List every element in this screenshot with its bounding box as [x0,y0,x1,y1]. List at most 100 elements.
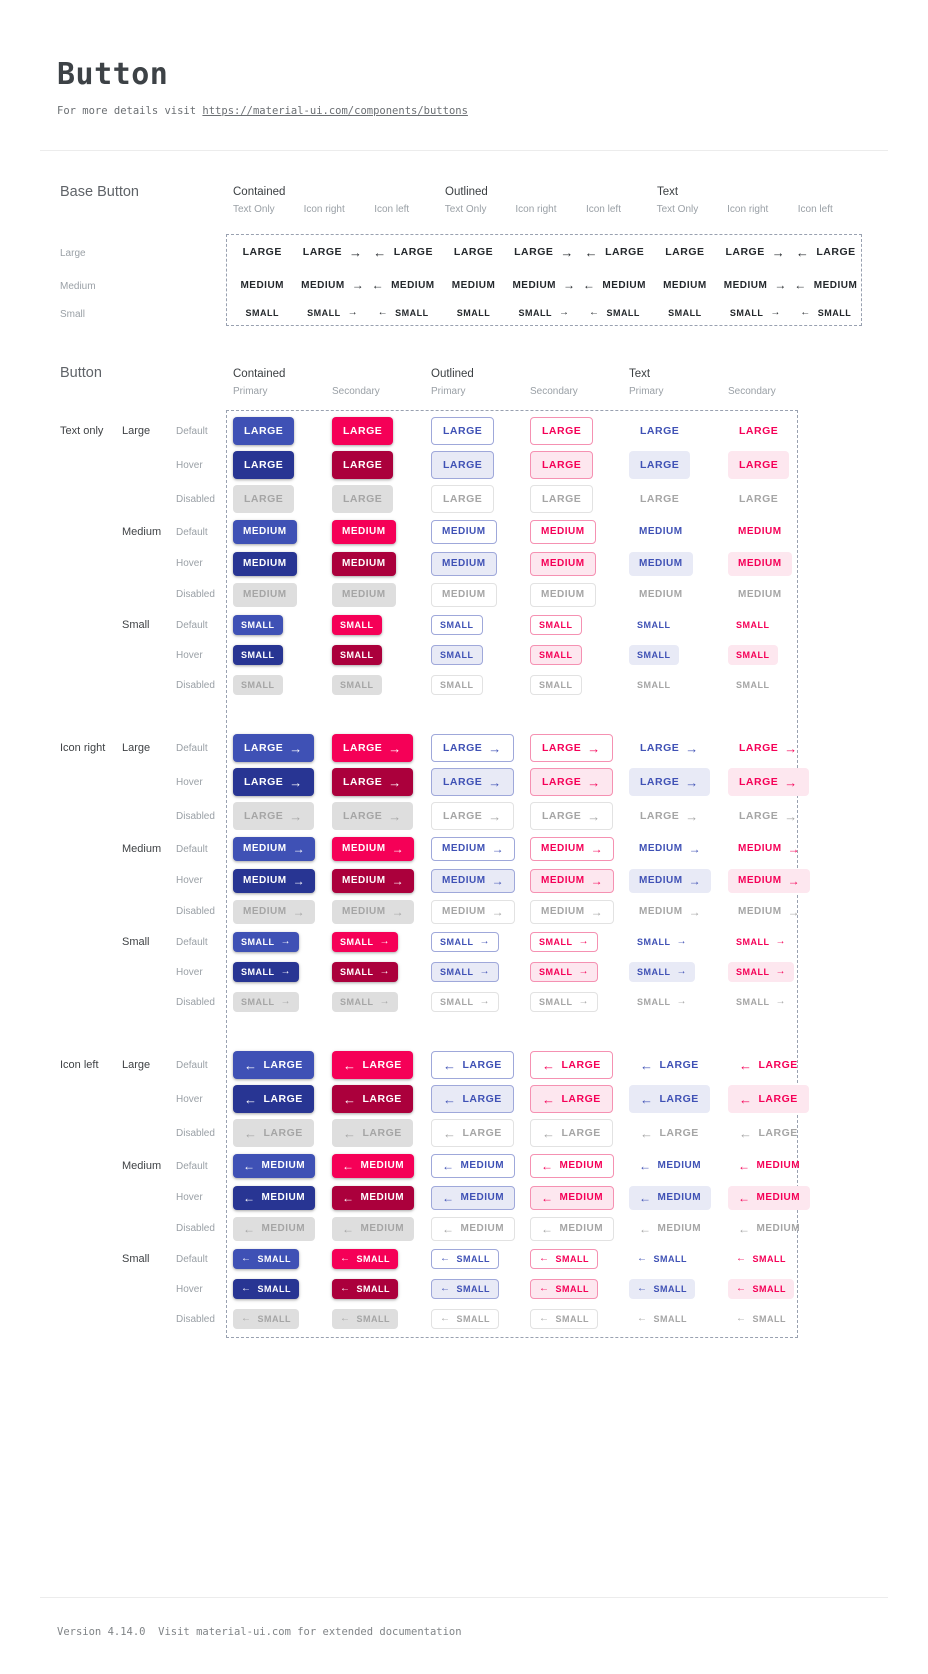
base-button-contained-text-only-medium[interactable]: MEDIUM [240,279,284,291]
base-button-contained-text-only-small[interactable]: SMALL [245,308,279,318]
base-button-contained-icon-right-medium[interactable]: MEDIUM → [301,278,365,292]
button-outlined-secondary-icon-left-medium-default[interactable]: ← MEDIUM [530,1154,615,1178]
button-contained-primary-icon-right-large-hover[interactable]: LARGE → [233,768,314,796]
button-outlined-secondary-icon-left-small-default[interactable]: ← SMALL [530,1249,598,1269]
button-text-secondary-icon-left-medium-disabled[interactable]: ← MEDIUM [728,1217,810,1241]
button-outlined-primary-icon-left-small-hover[interactable]: ← SMALL [431,1279,499,1299]
button-outlined-secondary-icon-right-medium-default[interactable]: MEDIUM → [530,837,615,861]
button-text-primary-icon-left-large-hover[interactable]: ← LARGE [629,1085,710,1113]
button-outlined-secondary-icon-right-medium-hover[interactable]: MEDIUM → [530,868,615,893]
button-text-primary-icon-right-small-hover[interactable]: SMALL → [629,962,695,982]
base-button-outlined-icon-left-large[interactable]: ← LARGE [584,244,645,260]
button-text-primary-icon-left-large-default[interactable]: ← LARGE [629,1051,710,1079]
button-outlined-primary-text-only-medium-hover[interactable]: MEDIUM [431,551,497,576]
base-button-text-icon-right-small[interactable]: SMALL → [729,307,781,319]
button-outlined-primary-icon-right-medium-default[interactable]: MEDIUM → [431,837,516,861]
button-contained-primary-icon-right-medium-default[interactable]: MEDIUM → [233,837,316,861]
button-text-primary-icon-left-small-disabled[interactable]: ← SMALL [629,1309,695,1329]
base-button-text-text-only-medium[interactable]: MEDIUM [663,279,707,291]
button-contained-primary-text-only-small-default[interactable]: SMALL [233,615,283,635]
button-outlined-primary-icon-right-medium-disabled[interactable]: MEDIUM → [431,899,516,924]
button-text-secondary-text-only-medium-hover[interactable]: MEDIUM [728,551,792,576]
button-text-primary-icon-left-large-disabled[interactable]: ← LARGE [629,1119,710,1147]
button-outlined-primary-icon-right-large-hover[interactable]: LARGE → [431,768,514,796]
button-contained-primary-icon-left-small-default[interactable]: ← SMALL [233,1249,299,1269]
button-text-primary-text-only-small-disabled[interactable]: SMALL [629,675,679,695]
button-text-primary-icon-right-small-default[interactable]: SMALL → [629,932,695,952]
button-text-secondary-icon-right-large-hover[interactable]: LARGE → [728,768,809,796]
button-outlined-primary-text-only-large-default[interactable]: LARGE [431,417,495,445]
button-contained-secondary-icon-right-medium-default[interactable]: MEDIUM → [332,837,415,861]
button-contained-primary-icon-left-medium-disabled[interactable]: ← MEDIUM [233,1216,316,1241]
button-outlined-secondary-icon-right-small-default[interactable]: SMALL → [530,932,598,952]
button-contained-secondary-icon-left-small-hover[interactable]: ← SMALL [332,1279,398,1299]
button-contained-secondary-text-only-large-disabled[interactable]: LARGE [332,485,394,513]
button-contained-secondary-text-only-large-default[interactable]: LARGE [332,417,394,445]
button-contained-secondary-text-only-medium-disabled[interactable]: MEDIUM [332,582,396,607]
button-contained-secondary-icon-right-small-disabled[interactable]: SMALL → [332,992,398,1012]
button-contained-primary-icon-left-large-disabled[interactable]: ← LARGE [233,1119,314,1147]
base-button-outlined-text-only-large[interactable]: LARGE [453,246,494,258]
base-button-outlined-icon-right-small[interactable]: SMALL → [518,307,570,319]
button-contained-secondary-icon-right-large-disabled[interactable]: LARGE → [332,802,413,830]
base-button-text-text-only-small[interactable]: SMALL [668,308,702,318]
button-outlined-secondary-icon-left-small-hover[interactable]: ← SMALL [530,1279,598,1299]
button-text-secondary-text-only-small-disabled[interactable]: SMALL [728,675,778,695]
button-contained-secondary-icon-left-small-default[interactable]: ← SMALL [332,1249,398,1269]
button-outlined-secondary-icon-right-medium-disabled[interactable]: MEDIUM → [530,899,615,924]
base-button-contained-icon-left-small[interactable]: ← SMALL [377,307,429,319]
button-contained-primary-text-only-medium-hover[interactable]: MEDIUM [233,551,297,576]
button-contained-primary-text-only-small-disabled[interactable]: SMALL [233,675,283,695]
button-outlined-primary-icon-left-medium-hover[interactable]: ← MEDIUM [431,1185,516,1210]
button-contained-primary-text-only-large-hover[interactable]: LARGE [233,451,295,479]
button-outlined-primary-text-only-medium-default[interactable]: MEDIUM [431,520,497,544]
button-outlined-secondary-icon-left-medium-disabled[interactable]: ← MEDIUM [530,1216,615,1241]
button-text-secondary-icon-left-large-default[interactable]: ← LARGE [728,1051,809,1079]
button-contained-secondary-icon-left-small-disabled[interactable]: ← SMALL [332,1309,398,1329]
button-contained-primary-icon-right-large-disabled[interactable]: LARGE → [233,802,314,830]
button-text-secondary-icon-left-small-default[interactable]: ← SMALL [728,1249,794,1269]
button-contained-secondary-icon-left-large-hover[interactable]: ← LARGE [332,1085,413,1113]
button-text-primary-icon-left-small-hover[interactable]: ← SMALL [629,1279,695,1299]
button-outlined-secondary-text-only-small-disabled[interactable]: SMALL [530,675,582,695]
button-outlined-primary-icon-left-large-disabled[interactable]: ← LARGE [431,1119,514,1147]
button-text-primary-text-only-large-hover[interactable]: LARGE [629,451,691,479]
base-button-contained-icon-right-large[interactable]: LARGE → [302,244,363,260]
base-button-text-icon-right-medium[interactable]: MEDIUM → [723,278,787,292]
button-outlined-secondary-icon-right-large-hover[interactable]: LARGE → [530,768,613,796]
button-contained-primary-icon-right-medium-disabled[interactable]: MEDIUM → [233,899,316,924]
button-outlined-primary-icon-left-large-hover[interactable]: ← LARGE [431,1085,514,1113]
button-outlined-primary-text-only-small-default[interactable]: SMALL [431,615,483,635]
button-outlined-primary-text-only-medium-disabled[interactable]: MEDIUM [431,582,497,607]
button-text-secondary-icon-right-medium-hover[interactable]: MEDIUM → [728,868,811,893]
button-outlined-primary-text-only-small-hover[interactable]: SMALL [431,645,483,665]
button-text-secondary-text-only-small-hover[interactable]: SMALL [728,645,778,665]
base-button-contained-icon-left-large[interactable]: ← LARGE [373,244,433,260]
base-button-outlined-text-only-medium[interactable]: MEDIUM [451,279,496,291]
button-contained-secondary-text-only-small-hover[interactable]: SMALL [332,645,382,665]
button-text-primary-icon-right-medium-disabled[interactable]: MEDIUM → [629,900,711,924]
button-text-primary-text-only-medium-default[interactable]: MEDIUM [629,520,693,544]
button-text-primary-text-only-small-default[interactable]: SMALL [629,615,679,635]
button-contained-secondary-icon-right-medium-disabled[interactable]: MEDIUM → [332,899,415,924]
button-text-primary-icon-right-large-disabled[interactable]: LARGE → [629,802,710,830]
button-text-secondary-icon-right-small-hover[interactable]: SMALL → [728,962,794,982]
button-text-secondary-icon-right-large-default[interactable]: LARGE → [728,734,809,762]
button-outlined-secondary-icon-right-small-hover[interactable]: SMALL → [530,962,598,982]
button-outlined-primary-icon-right-large-default[interactable]: LARGE → [431,734,514,762]
button-contained-primary-icon-left-large-default[interactable]: ← LARGE [233,1051,314,1079]
button-contained-secondary-text-only-small-default[interactable]: SMALL [332,615,382,635]
button-contained-primary-icon-left-large-hover[interactable]: ← LARGE [233,1085,314,1113]
button-text-primary-text-only-large-default[interactable]: LARGE [629,417,690,445]
button-outlined-secondary-text-only-small-hover[interactable]: SMALL [530,645,582,665]
button-text-primary-icon-right-large-default[interactable]: LARGE → [629,734,710,762]
button-text-primary-icon-right-medium-default[interactable]: MEDIUM → [629,837,711,861]
button-contained-primary-icon-left-medium-default[interactable]: ← MEDIUM [233,1154,316,1178]
button-contained-secondary-icon-left-large-default[interactable]: ← LARGE [332,1051,413,1079]
button-text-secondary-text-only-medium-default[interactable]: MEDIUM [728,520,792,544]
docs-link[interactable]: https://material-ui.com/components/butto… [202,105,468,117]
button-contained-secondary-icon-right-large-default[interactable]: LARGE → [332,734,413,762]
base-button-text-icon-left-large[interactable]: ← LARGE [795,244,856,260]
base-button-contained-icon-right-small[interactable]: SMALL → [307,307,359,319]
button-text-secondary-icon-left-medium-default[interactable]: ← MEDIUM [728,1154,810,1178]
